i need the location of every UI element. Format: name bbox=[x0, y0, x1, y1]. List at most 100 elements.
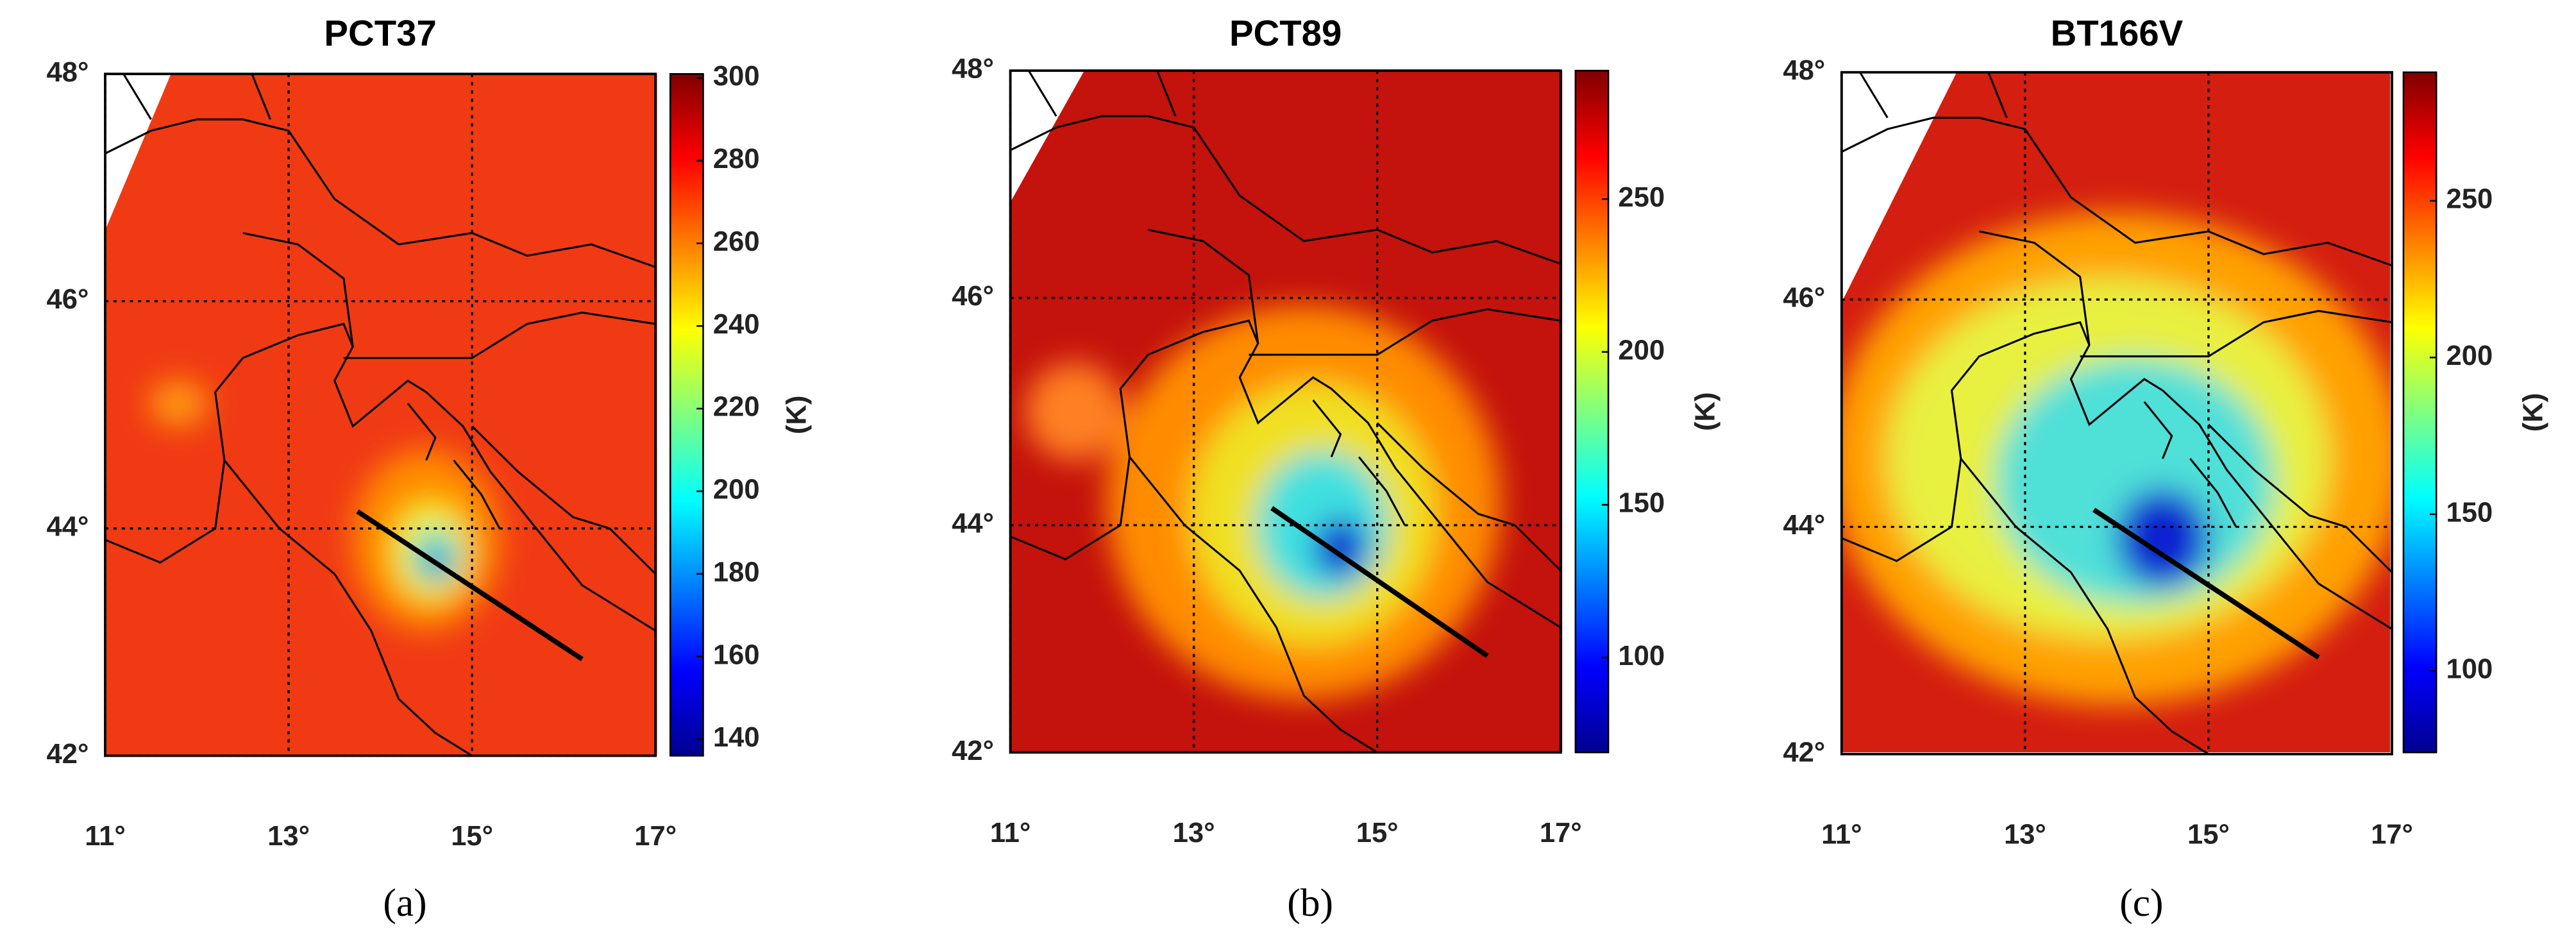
x-tick-label: 15° bbox=[2187, 819, 2230, 850]
map-frame bbox=[1840, 71, 2393, 755]
colorbar-tick-label: 180 bbox=[713, 557, 760, 587]
colorbar-label: (K) bbox=[1690, 392, 1721, 430]
x-tick-label: 17° bbox=[2371, 819, 2413, 850]
field-background bbox=[105, 74, 657, 756]
colorbar-tick-label: 100 bbox=[1618, 641, 1665, 671]
coastline bbox=[1027, 70, 1057, 117]
colorbar bbox=[669, 72, 704, 757]
coastline bbox=[1249, 308, 1561, 356]
field-anomaly bbox=[149, 380, 500, 630]
panel-caption: (c) bbox=[2119, 881, 2163, 925]
x-tick-label: 11° bbox=[1821, 819, 1862, 850]
coastline bbox=[1859, 71, 1889, 119]
y-tick-label: 48° bbox=[47, 57, 89, 88]
y-tick-label: 44° bbox=[47, 512, 89, 543]
transect bbox=[2092, 507, 2320, 660]
coastline bbox=[2080, 310, 2393, 358]
coastline bbox=[1841, 321, 2393, 630]
coastline bbox=[251, 73, 271, 120]
x-tick-label: 13° bbox=[2004, 819, 2046, 850]
y-tick-label: 44° bbox=[1783, 510, 1825, 541]
colorbar-tick-label: 200 bbox=[2446, 341, 2493, 371]
colorbar-tick-label: 100 bbox=[2446, 654, 2493, 685]
colorbar-label: (K) bbox=[2518, 393, 2548, 432]
coastline bbox=[471, 425, 657, 575]
coastline bbox=[1987, 72, 2008, 119]
colorbar-tick-label: 200 bbox=[713, 475, 760, 505]
y-tick-label: 46° bbox=[47, 284, 89, 315]
colorbar-label: (K) bbox=[782, 396, 812, 434]
data-field bbox=[1010, 71, 1563, 753]
panel-title: PCT89 bbox=[1229, 13, 1342, 53]
x-tick-label: 11° bbox=[85, 821, 125, 852]
colorbar-tick-label: 240 bbox=[713, 309, 760, 340]
coastline bbox=[407, 403, 437, 461]
coastline bbox=[105, 323, 657, 632]
x-tick-label: 17° bbox=[1540, 818, 1582, 848]
x-tick-label: 13° bbox=[267, 821, 310, 852]
colorbar bbox=[2402, 71, 2437, 754]
y-tick-label: 48° bbox=[1783, 55, 1825, 86]
y-tick-label: 48° bbox=[952, 54, 994, 85]
coastline bbox=[1009, 319, 1562, 628]
coastline bbox=[105, 118, 656, 268]
map-frame bbox=[1009, 69, 1562, 754]
y-tick-label: 42° bbox=[1783, 737, 1825, 768]
colorbar-tick-label: 150 bbox=[2446, 497, 2493, 528]
colorbar-tick-label: 250 bbox=[2446, 184, 2493, 215]
map-panel: 11° 13° 15° 17° 42° 44° 46° 48° bbox=[1783, 55, 2413, 850]
colorbar-tick-label: 140 bbox=[713, 722, 760, 753]
y-tick-label: 42° bbox=[952, 736, 994, 766]
map-panel: 11° 13° 15° 17° 42° 44° 46° 48° bbox=[952, 54, 1582, 848]
y-tick-label: 42° bbox=[47, 739, 89, 770]
coastline bbox=[2189, 458, 2237, 528]
y-tick-label: 44° bbox=[952, 508, 994, 539]
coastline bbox=[2207, 423, 2393, 573]
coastline bbox=[1156, 70, 1177, 117]
x-tick-label: 15° bbox=[451, 821, 493, 852]
anomaly bbox=[2116, 489, 2209, 588]
coastline bbox=[1979, 230, 2091, 346]
coastline bbox=[1009, 115, 1562, 265]
coastline bbox=[1841, 117, 2393, 267]
panel-title: BT166V bbox=[2051, 13, 2184, 53]
coastline bbox=[1147, 228, 1259, 344]
panel-caption: (a) bbox=[383, 881, 426, 925]
colorbar-tick-label: 250 bbox=[1618, 182, 1665, 213]
x-tick-label: 17° bbox=[634, 821, 677, 852]
transect bbox=[1270, 506, 1489, 658]
panel-title: PCT37 bbox=[324, 13, 436, 53]
map-panel: 11° 13° 15° 17° 42° 44° 46° 48° bbox=[47, 57, 677, 852]
map-frame bbox=[104, 72, 657, 757]
colorbar bbox=[1574, 69, 1610, 754]
coastline bbox=[1312, 400, 1342, 458]
data-field bbox=[1841, 72, 2391, 753]
transect bbox=[356, 509, 584, 662]
data-field bbox=[105, 74, 657, 756]
coastline bbox=[2143, 401, 2173, 459]
colorbar-tick-label: 200 bbox=[1618, 335, 1665, 366]
colorbar-tick-label: 260 bbox=[713, 226, 760, 257]
x-tick-label: 13° bbox=[1173, 818, 1215, 848]
y-tick-label: 46° bbox=[1783, 283, 1825, 314]
y-tick-label: 46° bbox=[952, 281, 994, 312]
colorbar-tick-label: 150 bbox=[1618, 488, 1665, 519]
coastline bbox=[122, 73, 152, 120]
coastline bbox=[343, 311, 656, 359]
coastline bbox=[242, 232, 354, 347]
x-tick-label: 11° bbox=[990, 818, 1031, 848]
colorbar-tick-label: 280 bbox=[713, 144, 760, 174]
colorbar-tick-label: 160 bbox=[713, 639, 760, 670]
anomaly bbox=[149, 380, 208, 426]
coastline bbox=[453, 459, 501, 529]
coastline bbox=[1358, 456, 1406, 526]
field-anomaly bbox=[1841, 212, 2391, 705]
colorbar-tick-label: 300 bbox=[713, 61, 760, 92]
coastline bbox=[1376, 422, 1562, 571]
colorbar-tick-label: 220 bbox=[713, 392, 760, 423]
panel-caption: (b) bbox=[1287, 881, 1333, 925]
x-tick-label: 15° bbox=[1356, 818, 1399, 848]
anomaly bbox=[1025, 362, 1124, 461]
